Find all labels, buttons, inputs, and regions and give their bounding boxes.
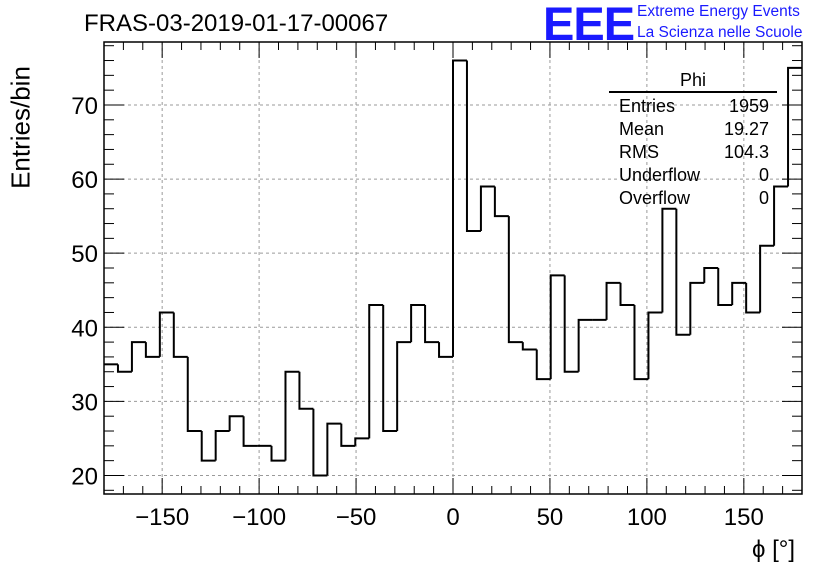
histogram-bars	[104, 59, 802, 477]
stats-row: Underflow 0	[609, 164, 777, 187]
histogram-bin	[717, 268, 733, 307]
histogram-bin	[284, 370, 300, 461]
stats-row: Overflow 0	[609, 187, 777, 210]
histogram-bin	[577, 318, 593, 372]
histogram-bin	[144, 342, 160, 358]
histogram-bin	[354, 437, 370, 446]
histogram-bin	[130, 341, 146, 372]
x-tick-label: 150	[724, 504, 764, 531]
histogram-bin	[703, 267, 719, 283]
stats-divider	[609, 91, 777, 93]
chart-title: FRAS-03-2019-01-17-00067	[84, 10, 389, 37]
histogram-bin	[410, 304, 426, 343]
histogram-bin	[368, 304, 384, 439]
histogram-bin	[214, 430, 230, 461]
histogram-bin	[563, 275, 579, 373]
histogram-bin	[242, 416, 258, 447]
logo-subtitle-1: Extreme Energy Events	[637, 3, 800, 20]
histogram-bin	[619, 282, 635, 307]
histogram-bin	[172, 312, 188, 358]
stats-label: Mean	[619, 119, 665, 139]
y-tick-label: 40	[71, 315, 98, 342]
x-tick-label: 100	[627, 504, 667, 531]
y-tick-label: 70	[71, 93, 98, 120]
eee-logo: EEE	[543, 0, 635, 50]
histogram-bin	[731, 281, 747, 306]
x-tick-label: −100	[232, 504, 286, 531]
stats-title: Phi	[679, 70, 706, 90]
histogram-bin	[521, 342, 537, 351]
histogram-bin	[396, 341, 412, 432]
histogram-bin	[787, 66, 802, 187]
histogram-bin	[647, 311, 663, 380]
stats-label: RMS	[619, 142, 659, 162]
histogram-bin	[298, 371, 314, 410]
stats-label: Entries	[619, 96, 676, 116]
histogram-bin	[326, 422, 342, 476]
histogram-bin	[549, 274, 565, 380]
stats-value: 1959	[728, 96, 769, 116]
histogram-bin	[270, 445, 286, 462]
histogram-bin	[479, 185, 495, 231]
histogram-bin	[228, 415, 244, 432]
stats-row: Entries 1959	[609, 95, 777, 118]
y-axis-label: Entries/bin	[5, 66, 36, 189]
histogram-bin	[438, 342, 453, 358]
stats-row: RMS 104.3	[609, 141, 777, 164]
histogram-bin	[493, 186, 509, 218]
histogram-bin	[759, 244, 775, 313]
histogram-bin	[312, 408, 328, 477]
y-tick-label: 30	[71, 389, 98, 416]
x-tick-label: 0	[446, 504, 459, 531]
histogram-bin	[689, 281, 705, 335]
y-tick-label: 60	[71, 167, 98, 194]
histogram-bin	[424, 305, 440, 344]
histogram-bin	[186, 356, 202, 433]
stats-label: Underflow	[619, 165, 701, 185]
x-tick-label: 50	[537, 504, 564, 531]
stats-row: Mean 19.27	[609, 118, 777, 141]
histogram-bin	[507, 216, 523, 344]
x-axis-label: ϕ [°]	[752, 536, 796, 563]
x-tick-label: −150	[135, 504, 189, 531]
axes-layer	[103, 41, 803, 495]
x-tick-label: −50	[336, 504, 377, 531]
histogram-bin	[661, 207, 677, 313]
y-tick-label: 50	[71, 241, 98, 268]
y-tick-label: 20	[71, 463, 98, 490]
stats-value: 0	[758, 165, 769, 185]
stats-value: 19.27	[723, 119, 769, 139]
histogram-bin	[633, 305, 649, 381]
stats-box: Phi Entries 1959 Mean 19.27 RMS 104.3 Un…	[609, 69, 777, 210]
histogram-bin	[158, 311, 174, 357]
histogram-bin	[465, 60, 481, 232]
histogram-bin	[200, 431, 216, 462]
logo-subtitle-2: La Scienza nelle Scuole	[637, 24, 803, 41]
stats-label: Overflow	[619, 188, 691, 208]
histogram-bin	[340, 423, 356, 447]
histogram-bin	[382, 305, 398, 433]
histogram-bin	[535, 349, 551, 381]
histogram-bin	[675, 208, 691, 336]
histogram-bin	[116, 364, 132, 373]
histogram-bin	[745, 282, 761, 314]
stats-value: 0	[758, 188, 769, 208]
histogram-bin	[773, 185, 789, 246]
stats-value: 104.3	[723, 142, 769, 162]
tick-labels: −150 −100 −50 0 50 100 150 20 30 40 50 60 70	[71, 93, 764, 531]
histogram-bin	[452, 59, 467, 357]
histogram-bin	[605, 281, 621, 320]
